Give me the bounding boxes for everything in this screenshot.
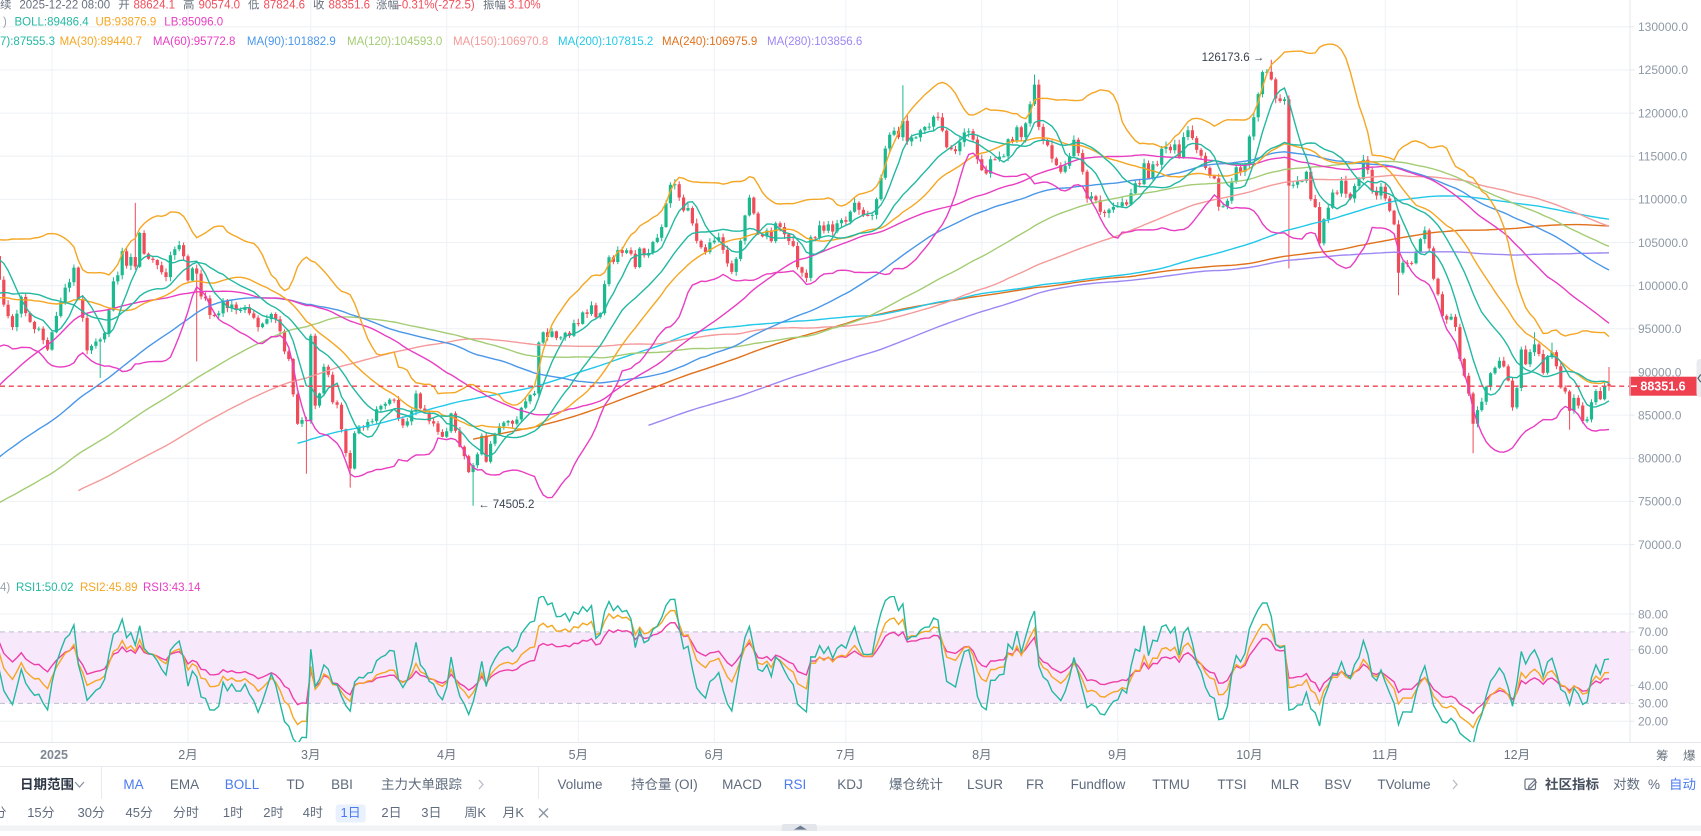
svg-text:RSI2:45.89: RSI2:45.89 bbox=[80, 582, 138, 594]
svg-text:MA(200):107815.2: MA(200):107815.2 bbox=[558, 36, 653, 48]
svg-text:7):87555.3: 7):87555.3 bbox=[0, 36, 55, 48]
svg-text:75000.0: 75000.0 bbox=[1638, 495, 1682, 509]
svg-text:LB:85096.0: LB:85096.0 bbox=[164, 16, 223, 28]
svg-text:MA: MA bbox=[123, 777, 143, 792]
svg-text:3.10%: 3.10% bbox=[508, 0, 541, 12]
svg-text:MA(120):104593.0: MA(120):104593.0 bbox=[347, 36, 442, 48]
svg-text:MA(30):89440.7: MA(30):89440.7 bbox=[60, 36, 142, 48]
svg-text:MACD: MACD bbox=[722, 777, 762, 792]
svg-text:KDJ: KDJ bbox=[837, 777, 863, 792]
svg-text:30.00: 30.00 bbox=[1638, 697, 1668, 711]
svg-text:MA(280):103856.6: MA(280):103856.6 bbox=[767, 36, 862, 48]
svg-text:UB:93876.9: UB:93876.9 bbox=[96, 16, 157, 28]
svg-text:MA(240):106975.9: MA(240):106975.9 bbox=[662, 36, 757, 48]
svg-text:80000.0: 80000.0 bbox=[1638, 452, 1682, 466]
svg-text:88351.6: 88351.6 bbox=[1640, 380, 1685, 394]
svg-text:95000.0: 95000.0 bbox=[1638, 322, 1682, 336]
svg-text:): ) bbox=[3, 16, 7, 28]
svg-text:Fundflow: Fundflow bbox=[1071, 777, 1126, 792]
svg-text:40.00: 40.00 bbox=[1638, 679, 1668, 693]
svg-text:6: 6 bbox=[705, 748, 712, 762]
svg-text:FR: FR bbox=[1026, 777, 1044, 792]
svg-text:20.00: 20.00 bbox=[1638, 715, 1668, 729]
svg-text:TVolume: TVolume bbox=[1377, 777, 1430, 792]
svg-text:7: 7 bbox=[836, 748, 843, 762]
svg-text:K: K bbox=[477, 805, 486, 820]
svg-text:110000.0: 110000.0 bbox=[1638, 193, 1687, 207]
svg-text:BOLL:89486.4: BOLL:89486.4 bbox=[15, 16, 90, 28]
svg-text:88624.1: 88624.1 bbox=[134, 0, 176, 12]
svg-text:2025: 2025 bbox=[40, 748, 68, 762]
svg-text:87824.6: 87824.6 bbox=[264, 0, 306, 12]
svg-text:70000.0: 70000.0 bbox=[1638, 538, 1682, 552]
svg-text:MA(150):106970.8: MA(150):106970.8 bbox=[453, 36, 548, 48]
svg-text:BOLL: BOLL bbox=[225, 777, 260, 792]
svg-text:MA(90):101882.9: MA(90):101882.9 bbox=[247, 36, 336, 48]
svg-text:TD: TD bbox=[287, 777, 305, 792]
svg-text:15: 15 bbox=[27, 805, 41, 820]
svg-text:BSV: BSV bbox=[1324, 777, 1351, 792]
svg-text:LSUR: LSUR bbox=[967, 777, 1003, 792]
svg-text:88351.6: 88351.6 bbox=[329, 0, 371, 12]
svg-text:4: 4 bbox=[303, 805, 310, 820]
svg-text:12: 12 bbox=[1504, 748, 1518, 762]
svg-text:← 74505.2: ← 74505.2 bbox=[478, 499, 534, 511]
svg-text:MA(60):95772.8: MA(60):95772.8 bbox=[153, 36, 235, 48]
svg-text:BBI: BBI bbox=[331, 777, 353, 792]
svg-text:3: 3 bbox=[421, 805, 428, 820]
svg-text:2: 2 bbox=[381, 805, 388, 820]
svg-text:120000.0: 120000.0 bbox=[1638, 106, 1688, 120]
svg-text:MLR: MLR bbox=[1271, 777, 1300, 792]
svg-text:%: % bbox=[1648, 777, 1660, 792]
svg-text:TTSI: TTSI bbox=[1217, 777, 1246, 792]
svg-text:4): 4) bbox=[0, 582, 10, 594]
svg-text:105000.0: 105000.0 bbox=[1638, 236, 1688, 250]
svg-text:115000.0: 115000.0 bbox=[1638, 150, 1687, 164]
svg-text:Volume: Volume bbox=[557, 777, 602, 792]
svg-text:126173.6 →: 126173.6 → bbox=[1202, 52, 1265, 64]
svg-text:1: 1 bbox=[341, 805, 348, 820]
svg-text:K: K bbox=[515, 805, 524, 820]
svg-text:45: 45 bbox=[126, 805, 140, 820]
svg-text:2: 2 bbox=[263, 805, 270, 820]
svg-text:9: 9 bbox=[1108, 748, 1115, 762]
svg-text:5: 5 bbox=[569, 748, 576, 762]
svg-text:4: 4 bbox=[437, 748, 444, 762]
svg-text:130000.0: 130000.0 bbox=[1638, 20, 1688, 34]
svg-text:70.00: 70.00 bbox=[1638, 625, 1668, 639]
svg-text:100000.0: 100000.0 bbox=[1638, 279, 1688, 293]
svg-text:RSI: RSI bbox=[784, 777, 807, 792]
svg-text:RSI3:43.14: RSI3:43.14 bbox=[143, 582, 201, 594]
svg-text:3: 3 bbox=[301, 748, 308, 762]
svg-text:1: 1 bbox=[223, 805, 230, 820]
svg-text:(OI): (OI) bbox=[675, 777, 698, 792]
svg-text:-0.31%(-272.5): -0.31%(-272.5) bbox=[398, 0, 475, 12]
svg-text:RSI1:50.02: RSI1:50.02 bbox=[16, 582, 74, 594]
svg-text:90000.0: 90000.0 bbox=[1638, 365, 1682, 379]
svg-text:80.00: 80.00 bbox=[1638, 607, 1668, 621]
svg-text:2: 2 bbox=[178, 748, 185, 762]
svg-text:85000.0: 85000.0 bbox=[1638, 408, 1682, 422]
svg-text:TTMU: TTMU bbox=[1152, 777, 1190, 792]
svg-text:2025-12-22 08:00: 2025-12-22 08:00 bbox=[19, 0, 110, 12]
svg-text:EMA: EMA bbox=[170, 777, 199, 792]
svg-text:30: 30 bbox=[78, 805, 92, 820]
svg-text:8: 8 bbox=[972, 748, 979, 762]
svg-text:125000.0: 125000.0 bbox=[1638, 63, 1688, 77]
svg-text:10: 10 bbox=[1236, 748, 1250, 762]
svg-text:60.00: 60.00 bbox=[1638, 643, 1668, 657]
svg-text:90574.0: 90574.0 bbox=[199, 0, 241, 12]
svg-text:11: 11 bbox=[1372, 748, 1385, 762]
